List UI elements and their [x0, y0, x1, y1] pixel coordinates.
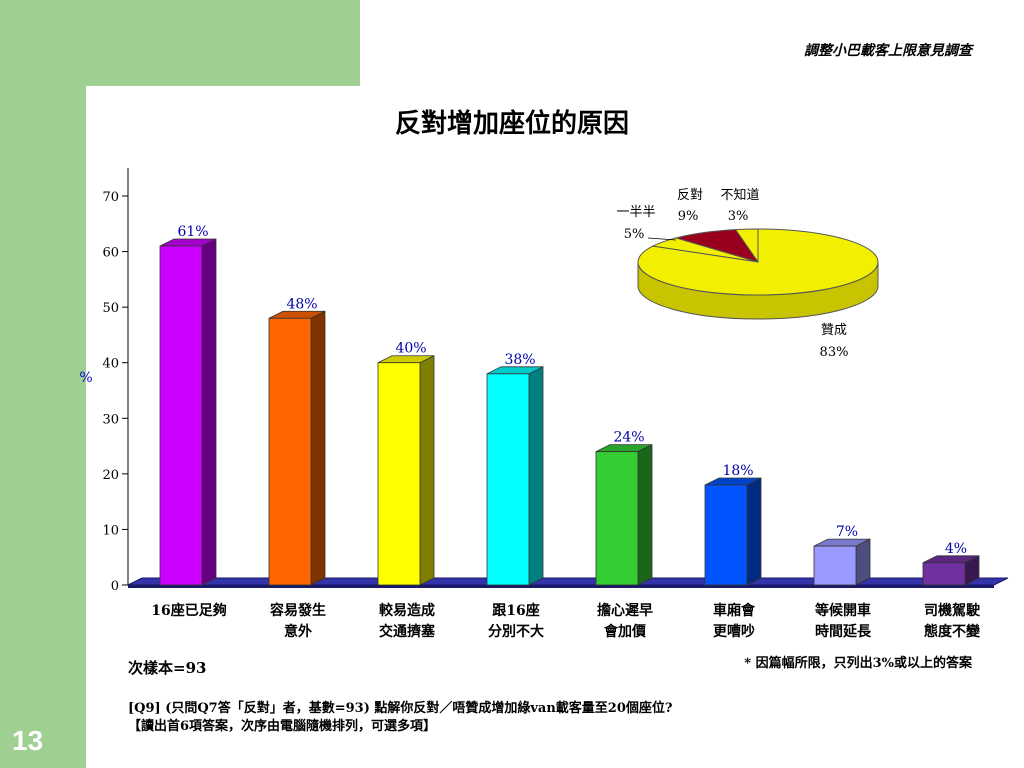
content-corner	[86, 86, 206, 206]
pie-slice-label: 反對	[677, 188, 703, 203]
bar-front	[922, 562, 966, 586]
sample-size: 次樣本=93	[128, 659, 207, 677]
x-category-label: 態度不變	[924, 623, 981, 640]
bar-side	[419, 355, 435, 586]
bar-value-label: 7%	[836, 524, 858, 540]
slide-number: 13	[12, 725, 44, 756]
bar	[922, 555, 980, 586]
y-axis-label: %	[79, 370, 92, 386]
bar-front	[813, 545, 857, 586]
y-tick-label: 30	[102, 412, 119, 427]
pie-leader-line	[647, 237, 677, 241]
bar-front	[268, 317, 312, 586]
pie-slice-label: 不知道	[720, 187, 759, 203]
footnote: * 因篇幅所限，只列出3%或以上的答案	[744, 656, 972, 671]
bar-side	[855, 538, 871, 586]
bar	[159, 238, 217, 586]
pie-slice	[637, 228, 879, 296]
x-category-label: 容易發生	[269, 602, 326, 619]
y-tick-label: 20	[102, 468, 119, 483]
y-tick-label: 70	[102, 190, 119, 205]
y-tick-label: 10	[102, 523, 119, 538]
pie-slice-label: 贊成	[821, 323, 847, 338]
bar-value-label: 61%	[177, 224, 208, 240]
pie-slice-value: 9%	[678, 209, 699, 224]
bar-side	[637, 443, 653, 586]
x-category-label: 16座已足夠	[151, 602, 226, 619]
bar	[268, 310, 326, 586]
x-category-label: 擔心遲早	[597, 602, 653, 619]
chart-title: 反對增加座位的原因	[394, 109, 629, 139]
bar	[704, 477, 762, 586]
x-category-label: 更嘈吵	[713, 623, 755, 640]
x-category-label: 會加價	[603, 623, 647, 640]
bar-value-label: 40%	[395, 341, 426, 357]
x-category-label: 司機駕駛	[924, 602, 981, 619]
green-banner-left	[0, 0, 86, 768]
bar-value-label: 24%	[613, 430, 644, 446]
x-category-label: 較易造成	[379, 602, 435, 619]
question-line-1: [Q9] (只問Q7答「反對」者，基數=93) 點解你反對／唔贊成增加綠van載…	[128, 701, 673, 716]
survey-title: 調整小巴載客上限意見調查	[804, 43, 972, 59]
y-tick-label: 40	[102, 357, 119, 372]
x-category-label: 跟16座	[492, 602, 539, 619]
x-category-label: 交通擠塞	[379, 623, 436, 640]
bar-front	[486, 373, 530, 586]
pie-slice-value: 5%	[624, 227, 645, 242]
chart-floor	[127, 577, 1009, 586]
x-category-label: 等候開車	[815, 602, 871, 619]
bar-value-label: 18%	[722, 463, 753, 479]
bar-front	[704, 484, 748, 586]
question-text: [Q9] (只問Q7答「反對」者，基數=93) 點解你反對／唔贊成增加綠van載…	[128, 700, 673, 736]
x-category-label: 意外	[284, 623, 312, 640]
bar-side	[528, 366, 544, 586]
bar-value-label: 4%	[945, 541, 967, 557]
question-line-2: 【讀出首6項答案，次序由電腦隨機排列，可選多項】	[128, 719, 437, 734]
x-category-label: 時間延長	[815, 623, 872, 640]
y-tick-label: 50	[102, 301, 119, 316]
bar	[377, 355, 435, 586]
pie-slice-label: 一半半	[616, 205, 655, 220]
y-tick-label: 60	[102, 246, 119, 261]
bar-side	[310, 310, 326, 586]
bar-side	[746, 477, 762, 586]
bar-side	[201, 238, 217, 586]
bar	[486, 366, 544, 586]
x-category-label: 車廂會	[713, 602, 756, 619]
chart-floor-edge	[128, 585, 994, 588]
bar	[813, 538, 871, 586]
bar-value-label: 38%	[504, 352, 535, 368]
bar-front	[377, 362, 421, 586]
x-category-label: 分別不大	[488, 623, 544, 640]
pie-slice-value: 3%	[728, 209, 749, 224]
bar	[595, 443, 653, 586]
bar-front	[159, 245, 203, 586]
y-tick-label: 0	[111, 579, 119, 594]
pie-chart	[637, 228, 879, 320]
pie-slice-value: 83%	[820, 345, 849, 360]
bar-value-label: 48%	[286, 296, 317, 312]
bar-front	[595, 451, 639, 586]
